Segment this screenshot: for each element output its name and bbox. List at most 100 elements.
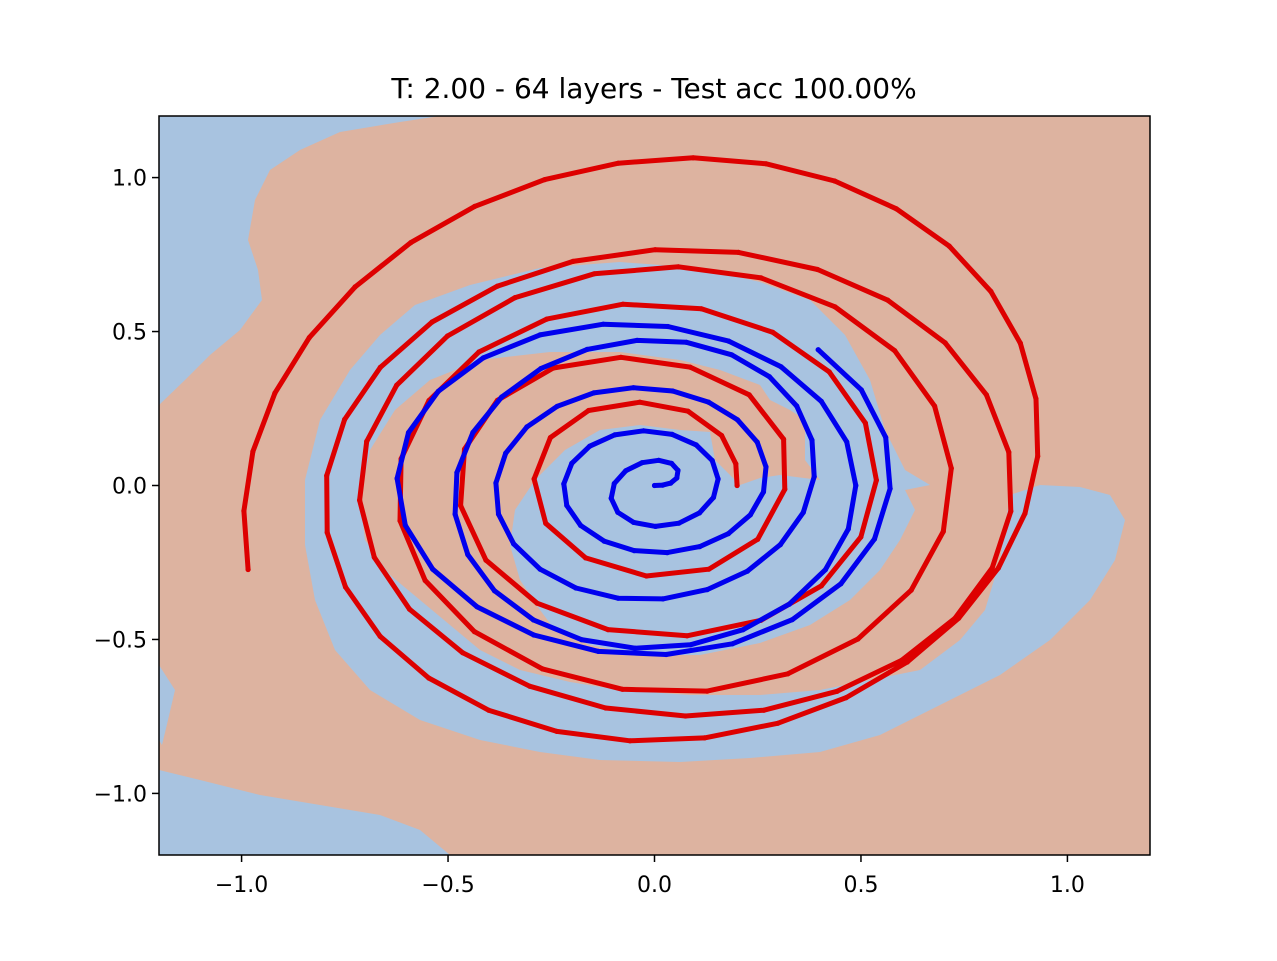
data-point-red xyxy=(775,720,781,726)
data-point-blue xyxy=(853,482,859,489)
data-point-red xyxy=(733,461,739,467)
data-point-blue xyxy=(584,346,590,352)
data-point-blue xyxy=(454,470,460,476)
series-blue xyxy=(394,321,893,658)
data-point-red xyxy=(394,382,400,388)
data-point-blue xyxy=(564,502,570,509)
data-point-blue xyxy=(630,385,637,391)
data-point-blue xyxy=(670,388,676,394)
data-point-blue xyxy=(510,541,517,547)
region-blue-middle-band xyxy=(305,262,1125,762)
data-point-red xyxy=(815,266,821,273)
data-point-blue xyxy=(747,512,754,518)
data-point-blue xyxy=(530,617,537,623)
data-point-red xyxy=(643,573,650,579)
data-point-blue xyxy=(587,443,593,449)
data-point-red xyxy=(618,354,624,360)
data-point-blue xyxy=(615,595,621,601)
data-point-blue xyxy=(729,641,736,647)
data-point-red xyxy=(342,584,349,590)
data-point-red xyxy=(761,707,767,713)
data-point-blue xyxy=(663,651,669,658)
data-point-red xyxy=(1035,453,1041,459)
data-point-blue xyxy=(561,481,567,487)
data-point-red xyxy=(818,583,825,589)
data-point-blue xyxy=(405,430,412,436)
data-point-red xyxy=(698,306,705,312)
data-point-blue xyxy=(531,632,537,638)
data-point-red xyxy=(615,160,621,166)
data-point-blue xyxy=(612,432,618,438)
data-point-blue xyxy=(777,542,784,548)
data-point-red xyxy=(342,416,348,423)
data-point-blue xyxy=(402,522,408,528)
data-point-blue xyxy=(573,585,579,591)
data-point-blue xyxy=(693,442,699,448)
data-point-red xyxy=(583,555,589,561)
data-point-red xyxy=(512,295,518,301)
data-point-red xyxy=(364,438,370,444)
data-point-blue xyxy=(634,337,640,343)
x-tick-label: −0.5 xyxy=(421,873,474,898)
data-point-red xyxy=(746,392,752,398)
data-point-blue xyxy=(696,510,703,516)
data-point-red xyxy=(377,364,383,370)
data-point-blue xyxy=(740,627,746,633)
data-point-red xyxy=(690,155,696,161)
region-blue-bottom-left-corner xyxy=(159,770,450,855)
x-tick-label: −1.0 xyxy=(215,873,268,898)
data-point-blue xyxy=(734,417,741,423)
data-point-blue xyxy=(503,450,509,456)
data-point-red xyxy=(701,735,708,741)
data-point-blue xyxy=(754,439,760,445)
region-blue-bottom-left xyxy=(159,665,175,745)
data-point-blue xyxy=(858,387,864,393)
y-tick-label: 0.5 xyxy=(112,321,147,346)
data-point-blue xyxy=(704,587,710,593)
data-point-blue xyxy=(537,332,543,338)
data-point-red xyxy=(952,615,958,622)
data-point-red xyxy=(547,435,554,441)
data-point-red xyxy=(948,465,954,471)
data-point-red xyxy=(988,288,994,295)
data-point-red xyxy=(904,659,910,665)
data-point-blue xyxy=(668,480,674,486)
y-tick-label: −1.0 xyxy=(94,782,147,807)
data-point-red xyxy=(554,728,560,735)
data-point-blue xyxy=(430,566,436,572)
data-point-red xyxy=(550,365,556,371)
data-point-red xyxy=(527,683,533,689)
data-point-blue xyxy=(871,536,878,542)
data-point-red xyxy=(946,243,952,249)
data-point-blue xyxy=(709,457,715,464)
data-point-blue xyxy=(524,424,530,430)
data-point-red xyxy=(826,369,832,375)
data-point-red xyxy=(272,390,278,396)
data-point-red xyxy=(241,508,247,514)
data-point-blue xyxy=(683,339,690,345)
data-point-blue xyxy=(591,390,597,396)
data-point-blue xyxy=(674,475,680,481)
data-point-blue xyxy=(725,531,732,537)
y-axis: 1.0 0.5 0.0 −0.5 −1.0 xyxy=(94,167,159,807)
data-point-red xyxy=(1006,449,1012,455)
data-point-red xyxy=(620,301,626,307)
data-point-blue xyxy=(664,550,670,556)
data-point-red xyxy=(908,587,914,593)
x-tick-label: 1.0 xyxy=(1050,873,1085,898)
data-point-blue xyxy=(726,338,732,344)
data-point-blue xyxy=(578,522,584,529)
region-blue-top-left xyxy=(159,116,440,405)
data-point-red xyxy=(899,657,905,663)
chart-title: T: 2.00 - 64 layers - Test acc 100.00% xyxy=(390,72,916,105)
data-point-blue xyxy=(639,460,645,466)
data-point-blue xyxy=(608,495,614,501)
data-point-blue xyxy=(838,581,844,587)
data-point-blue xyxy=(786,601,793,607)
data-point-red xyxy=(543,520,549,526)
data-point-red xyxy=(1022,510,1028,516)
data-point-red xyxy=(471,629,477,635)
data-point-blue xyxy=(883,434,889,440)
data-point-red xyxy=(942,340,948,346)
